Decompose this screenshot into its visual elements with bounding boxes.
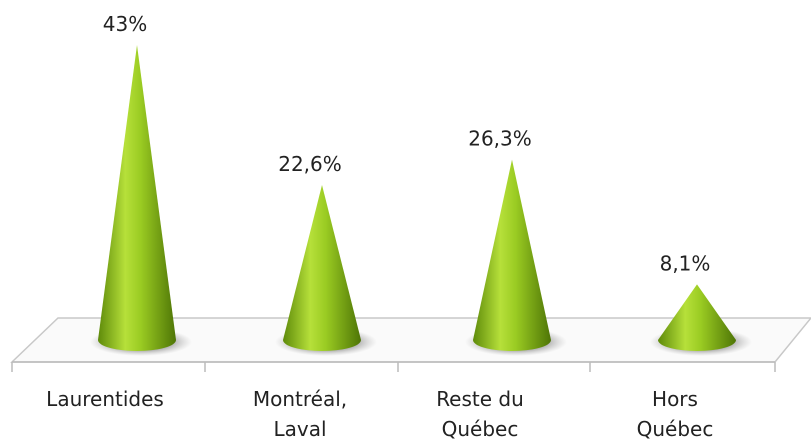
cone (658, 284, 736, 351)
value-label: 8,1% (660, 251, 711, 275)
x-tick-label: Québec (442, 417, 519, 441)
x-tick-label: Québec (637, 417, 714, 441)
value-label: 22,6% (278, 152, 342, 176)
cone (283, 184, 361, 351)
value-label: 43% (103, 12, 147, 36)
cone (98, 45, 176, 351)
x-tick-label: Hors (652, 387, 698, 411)
x-tick-label: Laval (273, 417, 326, 441)
x-tick-label: Reste du (436, 387, 524, 411)
x-tick-label: Laurentides (46, 387, 164, 411)
x-tick-label: Montréal, (253, 387, 347, 411)
cone (473, 159, 551, 351)
value-label: 26,3% (468, 127, 532, 151)
